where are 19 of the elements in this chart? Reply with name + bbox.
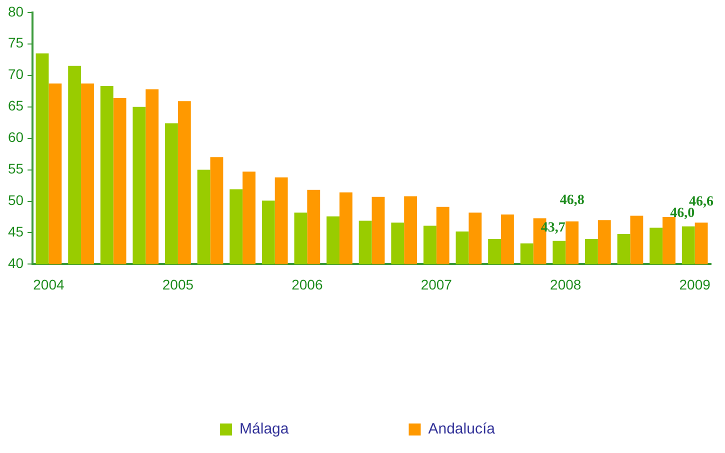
y-tick-label: 55: [8, 160, 24, 177]
y-tick-label: 80: [8, 3, 24, 20]
y-tick-label: 75: [8, 34, 24, 51]
y-tick-label: 60: [8, 129, 24, 146]
x-tick-label: 2006: [292, 276, 323, 292]
data-label: 46,0: [670, 206, 695, 222]
y-tick-label: 70: [8, 66, 24, 82]
data-label: 46,8: [560, 193, 584, 208]
y-tick-label: 65: [8, 98, 24, 114]
y-tick-label: 40: [8, 255, 24, 272]
y-tick-label: 45: [8, 224, 24, 240]
x-tick-label: 2009: [679, 276, 711, 292]
x-tick-label: 2004: [33, 276, 65, 292]
x-tick-label: 2008: [550, 276, 582, 292]
x-tick-label: 2007: [420, 276, 452, 292]
x-tick-label: 2005: [162, 276, 194, 292]
legend-label: Andalucía: [428, 420, 496, 438]
y-tick-label: 50: [8, 192, 24, 208]
legend-label: Málaga: [240, 420, 290, 438]
